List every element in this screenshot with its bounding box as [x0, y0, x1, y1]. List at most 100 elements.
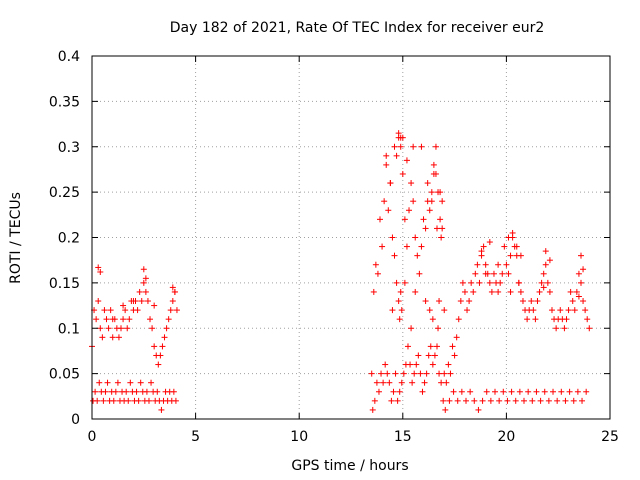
data-point — [370, 288, 377, 295]
data-point — [416, 270, 423, 277]
data-point — [574, 388, 581, 395]
data-point — [504, 397, 511, 404]
data-point — [478, 248, 485, 255]
data-point — [553, 325, 560, 332]
data-point — [388, 397, 395, 404]
data-point — [558, 388, 565, 395]
data-point — [385, 207, 392, 214]
data-point — [573, 288, 580, 295]
data-point — [118, 325, 125, 332]
data-point — [125, 397, 132, 404]
data-point — [127, 379, 134, 386]
data-point — [532, 316, 539, 323]
data-point — [482, 270, 489, 277]
data-point — [426, 307, 433, 314]
data-point — [407, 361, 414, 368]
data-point — [534, 298, 541, 305]
data-point — [466, 298, 473, 305]
data-point — [577, 252, 584, 259]
data-point — [393, 152, 400, 159]
data-point — [158, 406, 165, 413]
data-point — [515, 279, 522, 286]
data-point — [524, 316, 531, 323]
data-point — [398, 379, 405, 386]
data-point — [516, 388, 523, 395]
data-point — [486, 279, 493, 286]
y-tick-label: 0.25 — [49, 185, 80, 201]
x-tick-label: 0 — [88, 429, 97, 445]
data-point — [375, 388, 382, 395]
data-point — [110, 397, 117, 404]
data-point — [401, 279, 408, 286]
data-point — [109, 334, 116, 341]
grid-lines — [92, 56, 610, 419]
data-point — [403, 157, 410, 164]
data-point — [391, 252, 398, 259]
data-point — [542, 261, 549, 268]
data-point — [424, 180, 431, 187]
data-point — [579, 397, 586, 404]
data-point — [575, 293, 582, 300]
data-point — [124, 325, 131, 332]
data-point — [508, 388, 515, 395]
data-point — [430, 161, 437, 168]
data-point — [410, 143, 417, 150]
y-axis-label: ROTI / TECUs — [8, 192, 24, 284]
data-point — [374, 270, 381, 277]
data-point — [408, 325, 415, 332]
data-point — [93, 316, 100, 323]
data-point — [436, 370, 443, 377]
data-point — [580, 298, 587, 305]
data-point — [507, 252, 514, 259]
y-tick-label: 0.2 — [58, 231, 80, 247]
data-point — [433, 343, 440, 350]
data-point — [561, 325, 568, 332]
data-point — [112, 388, 119, 395]
data-point — [548, 307, 555, 314]
data-point — [382, 361, 389, 368]
data-point — [495, 261, 502, 268]
data-point — [169, 298, 176, 305]
data-point — [418, 143, 425, 150]
data-point — [545, 397, 552, 404]
data-point — [389, 307, 396, 314]
data-point — [412, 288, 419, 295]
data-point — [447, 370, 454, 377]
data-point — [427, 343, 434, 350]
data-point — [429, 316, 436, 323]
data-point — [464, 307, 471, 314]
data-point — [566, 388, 573, 395]
data-point — [369, 406, 376, 413]
data-point — [92, 388, 99, 395]
data-point — [492, 388, 499, 395]
data-point — [455, 316, 462, 323]
data-point — [474, 261, 481, 268]
data-point — [461, 288, 468, 295]
data-point — [500, 388, 507, 395]
y-tick-label: 0.3 — [58, 140, 80, 156]
data-point — [538, 279, 545, 286]
data-point — [482, 261, 489, 268]
data-point — [530, 307, 537, 314]
data-point — [542, 248, 549, 255]
data-point — [120, 302, 127, 309]
data-point — [540, 284, 547, 291]
data-point — [411, 370, 418, 377]
data-point — [540, 270, 547, 277]
y-tick-label: 0.15 — [49, 276, 80, 292]
data-point — [380, 379, 387, 386]
chart-title: Day 182 of 2021, Rate Of TEC Index for r… — [170, 20, 545, 36]
data-point — [450, 388, 457, 395]
data-point — [562, 397, 569, 404]
data-point — [147, 316, 154, 323]
data-point — [480, 243, 487, 250]
data-point — [148, 379, 155, 386]
data-point — [415, 352, 422, 359]
data-point — [143, 388, 150, 395]
data-point — [377, 216, 384, 223]
data-point — [425, 352, 432, 359]
data-point — [583, 388, 590, 395]
data-point — [120, 316, 127, 323]
x-tick-label: 5 — [191, 429, 200, 445]
data-point — [584, 316, 591, 323]
